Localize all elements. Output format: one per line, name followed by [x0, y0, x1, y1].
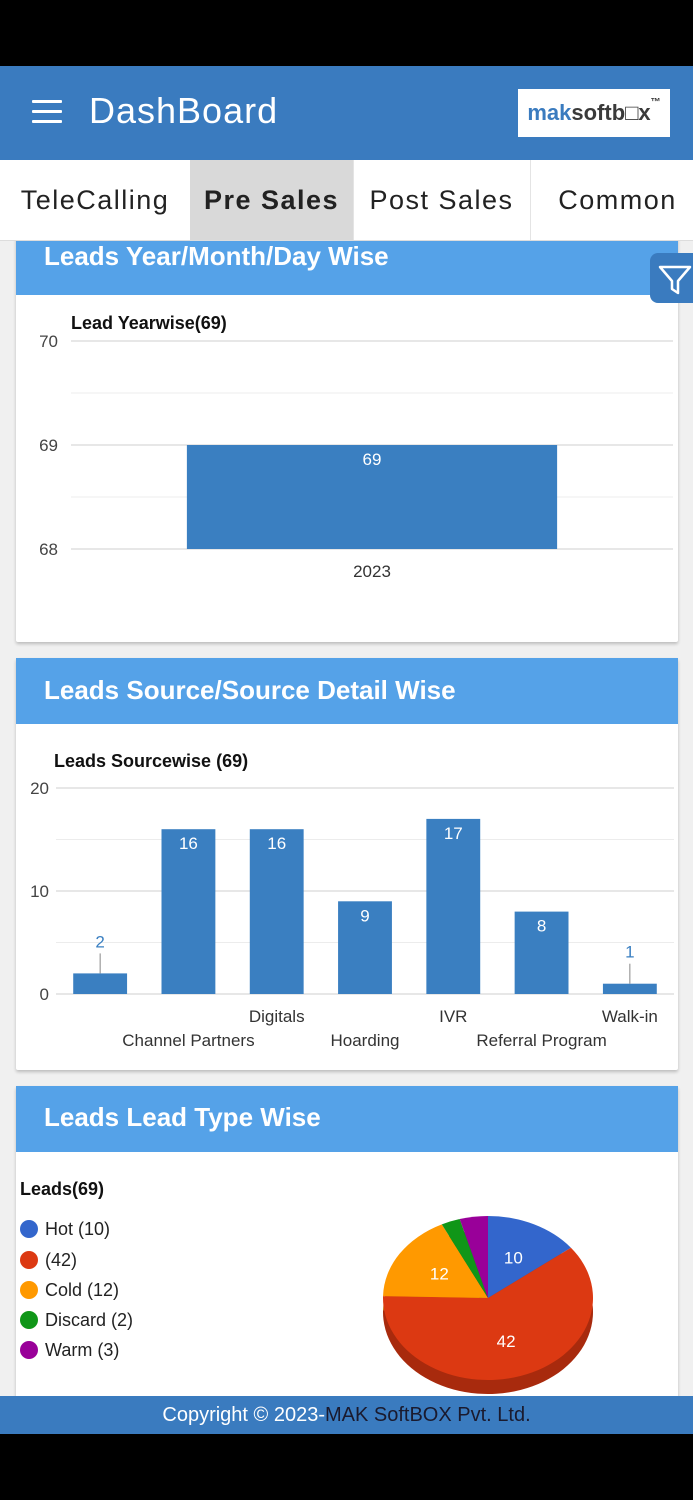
x-tick-label: 2023 [353, 562, 391, 581]
bar-value-label: 1 [625, 943, 634, 962]
x-tick-label: Referral Program [476, 1031, 606, 1050]
legend-label: Cold (12) [45, 1279, 120, 1300]
logo-text-mak: mak [527, 100, 572, 125]
bar [602, 983, 657, 994]
legend-dot [20, 1341, 38, 1359]
logo-text-soft: softb [571, 100, 626, 125]
pie-slice-label: 10 [504, 1248, 523, 1267]
legend-dot [20, 1251, 38, 1269]
card-year-wise: Leads Year/Month/Day Wise Lead Yearwise(… [16, 241, 678, 642]
chart-title: Lead Yearwise(69) [71, 313, 227, 333]
logo-text-box: □x [625, 100, 651, 125]
pie-slice [441, 1219, 488, 1298]
filter-icon [658, 265, 692, 295]
bar [249, 829, 304, 994]
tab-telecalling[interactable]: TeleCalling [0, 160, 191, 240]
tab-post-sales[interactable]: Post Sales [353, 160, 531, 240]
legend-dot [20, 1311, 38, 1329]
pie-slice [383, 1247, 593, 1380]
legend-item[interactable]: Discard (2) [20, 1308, 133, 1332]
footer-copyright: Copyright © 2023- MAK SoftBOX Pvt. Ltd. [0, 1396, 693, 1434]
bar-value-label: 9 [360, 906, 369, 925]
dashboard-scroll-area[interactable]: Leads Year/Month/Day Wise Lead Yearwise(… [0, 241, 693, 1396]
pie-slice [488, 1216, 571, 1298]
card-header-title: Leads Lead Type Wise [44, 1102, 321, 1132]
pie-slice-label: 42 [497, 1332, 516, 1351]
bar-value-label: 16 [179, 834, 198, 853]
bar [426, 818, 481, 994]
bar [73, 973, 128, 994]
chart-yearwise: 70 69 68 69 2023 [39, 332, 673, 581]
y-tick-label: 68 [39, 540, 58, 559]
legend-item[interactable]: (42) [20, 1248, 77, 1272]
footer-prefix: Copyright © 2023- [162, 1403, 325, 1426]
pie-slice [459, 1216, 488, 1298]
bar-value-label: 16 [267, 834, 286, 853]
x-tick-label: Channel Partners [122, 1031, 254, 1050]
tab-common[interactable]: Common [558, 184, 677, 215]
card-header-title: Leads Source/Source Detail Wise [44, 675, 456, 705]
card-header: Leads Year/Month/Day Wise [16, 241, 678, 295]
card-header: Leads Lead Type Wise [16, 1086, 678, 1152]
card-header-title: Leads Year/Month/Day Wise [44, 241, 389, 271]
y-tick-label: 70 [39, 332, 58, 351]
footer-company: MAK SoftBOX Pvt. Ltd. [324, 1403, 531, 1426]
legend-label: (42) [45, 1249, 78, 1270]
legend-label: Discard (2) [45, 1309, 134, 1330]
x-tick-label: Digitals [249, 1007, 305, 1026]
page-title: DashBoard [89, 90, 279, 131]
x-tick-label: Walk-in [602, 1007, 658, 1026]
bar-value-label: 17 [444, 824, 463, 843]
legend-dot [20, 1281, 38, 1299]
legend-item[interactable]: Cold (12) [20, 1278, 119, 1302]
card-header: Leads Source/Source Detail Wise [16, 658, 678, 724]
bar-value-label: 2 [95, 932, 104, 951]
card-lead-type: Leads Lead Type Wise Leads(69) Hot (10) … [16, 1086, 678, 1396]
chart-title: Leads(69) [20, 1179, 105, 1199]
pie-slice-label: 12 [430, 1265, 449, 1284]
bar-value-label: 8 [537, 917, 546, 936]
hamburger-menu-icon[interactable] [32, 100, 62, 124]
y-tick-label: 10 [30, 882, 49, 901]
chart-title: Leads Sourcewise (69) [54, 751, 249, 771]
legend-dot [20, 1220, 38, 1238]
tab-bar: TeleCalling Pre Sales Post Sales Common [0, 160, 693, 241]
bar [514, 911, 569, 994]
y-tick-label: 69 [39, 436, 58, 455]
y-tick-label: 20 [30, 779, 49, 798]
app-bar: DashBoard mak softb □x ™ [0, 66, 693, 160]
x-tick-label: Hoarding [331, 1031, 400, 1050]
chart-leadtype-pie: 10 42 12 [383, 1216, 593, 1394]
legend-item[interactable]: Warm (3) [20, 1338, 119, 1362]
bar [186, 445, 558, 549]
company-logo: mak softb □x ™ [518, 89, 670, 137]
card-source-wise: Leads Source/Source Detail Wise Leads So… [16, 658, 678, 1070]
logo-trademark: ™ [650, 97, 661, 108]
app-screen: DashBoard mak softb □x ™ TeleCalling Pre Sa… [0, 66, 693, 1434]
legend-item[interactable]: Hot (10) [20, 1217, 110, 1241]
pie-slice [383, 1224, 488, 1298]
filter-button[interactable] [650, 253, 693, 303]
x-tick-label: IVR [439, 1007, 467, 1026]
bar [161, 829, 216, 994]
legend-label: Hot (10) [45, 1218, 111, 1239]
bar-value-label: 69 [363, 450, 382, 469]
chart-sourcewise: 20 10 0 2 16 Channel Partners 16 Digitals 9 Hoard… [30, 779, 674, 1050]
legend-label: Warm (3) [45, 1339, 120, 1360]
y-tick-label: 0 [40, 985, 49, 1004]
bar [338, 901, 392, 994]
tab-pre-sales[interactable]: Pre Sales [190, 160, 354, 240]
